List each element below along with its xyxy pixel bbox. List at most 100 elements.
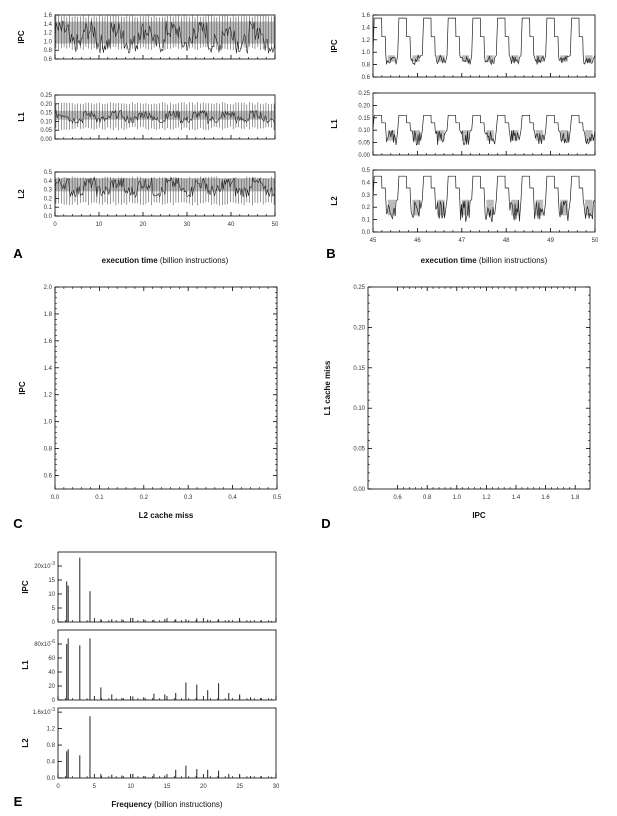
y-axis-label: L1 bbox=[21, 660, 30, 670]
x-tick-label: 0 bbox=[53, 222, 57, 228]
x-tick-label: 0.4 bbox=[228, 495, 237, 501]
y-tick-label: 1.4 bbox=[44, 22, 53, 28]
plot-frame bbox=[57, 629, 277, 701]
y-tick-label: 0.6 bbox=[362, 75, 371, 81]
x-tick-label: 1.0 bbox=[453, 495, 462, 501]
y-tick-label: 0 bbox=[52, 620, 56, 626]
x-tick-label: 25 bbox=[236, 784, 243, 790]
y-tick-label: 0.8 bbox=[44, 447, 53, 453]
series-line bbox=[54, 109, 276, 125]
y-tick-label: 0.00 bbox=[40, 137, 52, 143]
y-tick-label: 1.6 bbox=[362, 13, 371, 19]
x-tick-label: 47 bbox=[458, 238, 465, 244]
y-tick-label: 0.6 bbox=[44, 57, 53, 63]
y-top-tick-mantissa: 80x10 bbox=[34, 642, 51, 648]
y-tick-label: 0.15 bbox=[353, 366, 365, 372]
y-tick-label: 0.3 bbox=[362, 193, 371, 199]
y-axis-label: IPC bbox=[330, 39, 339, 53]
band-area bbox=[560, 130, 568, 141]
y-tick-label: 20 bbox=[48, 684, 55, 690]
x-axis-label-rest: (billion instructions) bbox=[152, 800, 223, 809]
y-top-tick-label: 20x10-3 bbox=[34, 561, 55, 570]
series-line bbox=[372, 114, 596, 146]
y-tick-label: 1.4 bbox=[44, 366, 53, 372]
y-tick-label: 0.0 bbox=[44, 214, 53, 220]
y-tick-label: 5 bbox=[52, 606, 56, 612]
band-area bbox=[511, 130, 519, 141]
x-tick-label: 30 bbox=[273, 784, 280, 790]
y-tick-label: 1.4 bbox=[362, 25, 371, 31]
y-tick-label: 0.2 bbox=[362, 205, 371, 211]
spike-series bbox=[55, 15, 275, 51]
y-tick-label: 1.8 bbox=[44, 312, 53, 318]
y-tick-label: 0.5 bbox=[44, 170, 53, 176]
y-tick-label: 0.10 bbox=[353, 406, 365, 412]
panel-d: 0.6 0.8 1.0 1.2 1.4 1.6 1.8 0.00 0.05 0.10 0.15 0.2… bbox=[321, 285, 591, 531]
y-tick-label: 0.25 bbox=[358, 91, 370, 97]
y-tick-label: 0.0 bbox=[362, 230, 371, 236]
x-tick-label: 0 bbox=[56, 784, 60, 790]
y-axis-label: L2 bbox=[330, 196, 339, 206]
x-tick-label: 10 bbox=[127, 784, 134, 790]
y-tick-label: 0.1 bbox=[44, 205, 53, 211]
y-tick-label: 0.8 bbox=[47, 743, 56, 749]
plot-frame bbox=[372, 92, 596, 156]
spike-series bbox=[55, 102, 275, 131]
plot-frame bbox=[54, 94, 276, 140]
y-tick-label: 1.2 bbox=[44, 31, 53, 37]
y-tick-label: 60 bbox=[48, 656, 55, 662]
x-tick-label: 0.6 bbox=[393, 495, 402, 501]
plot-frame bbox=[54, 171, 276, 217]
y-tick-label: 2.0 bbox=[44, 285, 53, 291]
band-area bbox=[387, 130, 396, 141]
x-tick-label: 46 bbox=[414, 238, 421, 244]
x-tick-label: 40 bbox=[228, 222, 235, 228]
y-tick-label: 0.00 bbox=[358, 153, 370, 159]
y-axis-label: L2 bbox=[17, 189, 26, 199]
y-axis-label: L1 bbox=[17, 112, 26, 122]
y-tick-label: 1.0 bbox=[44, 39, 53, 45]
series-line bbox=[54, 20, 276, 54]
panel-c: 0.0 0.1 0.2 0.3 0.4 0.5 0.6 0.8 1.0 1.2 1.4 1.6 1.8 2… bbox=[13, 285, 282, 531]
y-axis-label: IPC bbox=[17, 30, 26, 44]
y-axis-label: L2 bbox=[21, 738, 30, 748]
x-tick-label: 50 bbox=[592, 238, 599, 244]
y-axis-label: L1 cache miss bbox=[323, 360, 332, 415]
x-tick-label: 0.8 bbox=[423, 495, 432, 501]
band-area bbox=[437, 55, 445, 62]
x-tick-label: 10 bbox=[96, 222, 103, 228]
y-tick-label: 40 bbox=[48, 670, 55, 676]
plot-frame bbox=[57, 551, 277, 623]
y-top-tick-mantissa: 20x10 bbox=[34, 564, 51, 570]
band-area bbox=[585, 130, 593, 141]
x-axis-label-rest: (billion instructions) bbox=[158, 256, 229, 265]
x-tick-label: 49 bbox=[547, 238, 554, 244]
y-tick-label: 0 bbox=[52, 698, 56, 704]
y-tick-label: 0.25 bbox=[40, 93, 52, 99]
x-axis-label: L2 cache miss bbox=[139, 511, 194, 520]
band-area bbox=[585, 55, 593, 62]
y-tick-label: 0.1 bbox=[362, 218, 371, 224]
panel-letter: C bbox=[13, 516, 23, 531]
y-tick-label: 0.20 bbox=[353, 325, 365, 331]
series-line bbox=[372, 175, 596, 222]
y-axis-label: IPC bbox=[21, 580, 30, 594]
panel-letter: D bbox=[321, 516, 330, 531]
panel-letter: B bbox=[326, 246, 335, 261]
y-tick-label: 0.5 bbox=[362, 168, 371, 174]
x-tick-label: 5 bbox=[93, 784, 97, 790]
y-tick-label: 0.6 bbox=[44, 474, 53, 480]
panel-b: 0.6 0.8 1.0 1.2 1.4 1.6 IPC 0.00 0.05 0.10 0.15 0.2… bbox=[326, 13, 599, 265]
x-tick-label: 20 bbox=[140, 222, 147, 228]
x-tick-label: 45 bbox=[370, 238, 377, 244]
x-axis-label-bold: Frequency bbox=[111, 800, 152, 809]
x-tick-label: 0.3 bbox=[184, 495, 193, 501]
y-top-tick-label: 80x10-6 bbox=[34, 639, 55, 648]
y-tick-label: 0.10 bbox=[358, 128, 370, 134]
plot-frame bbox=[57, 707, 277, 779]
x-tick-label: 20 bbox=[200, 784, 207, 790]
band-area bbox=[461, 199, 470, 216]
x-axis-label-bold: execution time bbox=[102, 256, 159, 265]
